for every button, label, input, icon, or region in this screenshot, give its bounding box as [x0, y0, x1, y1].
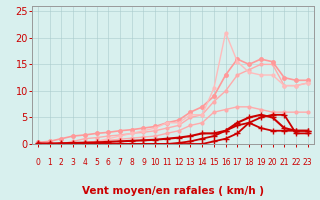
X-axis label: Vent moyen/en rafales ( km/h ): Vent moyen/en rafales ( km/h ): [82, 186, 264, 196]
